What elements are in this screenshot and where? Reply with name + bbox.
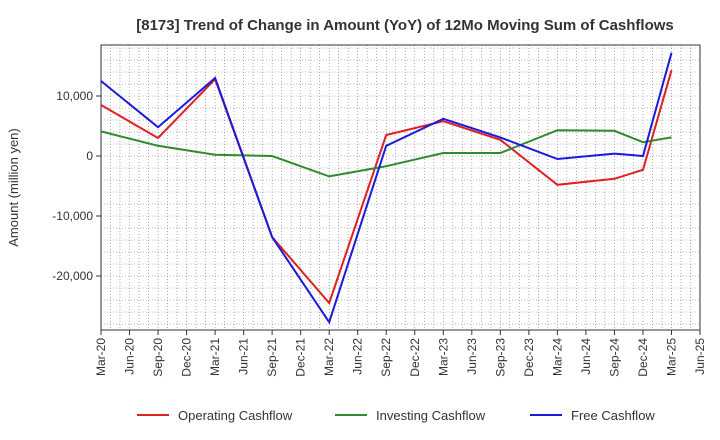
legend-label-operating-cashflow: Operating Cashflow <box>178 408 293 423</box>
x-tick-label: Mar-20 <box>94 338 108 376</box>
x-tick-label: Jun-21 <box>237 338 251 375</box>
x-tick-label: Sep-20 <box>151 338 165 377</box>
x-tick-label: Jun-24 <box>579 338 593 375</box>
series-line-operating-cashflow <box>100 69 673 305</box>
series-line-free-cashflow <box>100 52 673 325</box>
legend-label-free-cashflow: Free Cashflow <box>571 408 655 423</box>
legend: Operating Cashflow Investing Cashflow Free… <box>137 408 655 423</box>
x-tick-label: Sep-24 <box>607 338 621 377</box>
chart-title: [8173] Trend of Change in Amount (YoY) o… <box>136 17 674 34</box>
plot-frame <box>100 44 701 331</box>
plot-area: 10,000 0 -10,000 -20,000 Mar-20 Jun-20 Sep-20 D… <box>52 44 707 377</box>
x-tick-label: Jun-25 <box>693 338 707 375</box>
x-tick-label: Mar-23 <box>436 338 450 376</box>
x-tick-label: Dec-22 <box>408 338 422 377</box>
y-tick-label: -20,000 <box>52 269 93 283</box>
x-tick-label: Sep-21 <box>265 338 279 377</box>
x-tick-label: Jun-20 <box>123 338 137 375</box>
x-tick-label: Jun-22 <box>351 338 365 375</box>
x-tick-label: Mar-22 <box>322 338 336 376</box>
x-tick-label: Dec-21 <box>294 338 308 377</box>
series-line-investing-cashflow <box>100 129 672 178</box>
x-tick-label: Dec-20 <box>180 338 194 377</box>
x-tick-label: Dec-23 <box>522 338 536 377</box>
x-tick-label: Mar-25 <box>664 338 678 376</box>
x-tick-label: Sep-22 <box>379 338 393 377</box>
y-tick-label: 10,000 <box>56 89 93 103</box>
x-tick-label: Mar-21 <box>208 338 222 376</box>
x-tick-label: Jun-23 <box>465 338 479 375</box>
x-tick-label: Sep-23 <box>493 338 507 377</box>
y-axis-label: Amount (million yen) <box>6 128 21 247</box>
legend-label-investing-cashflow: Investing Cashflow <box>376 408 486 423</box>
x-tick-label: Dec-24 <box>636 338 650 377</box>
x-tick-label: Mar-24 <box>550 338 564 376</box>
y-tick-label: -10,000 <box>52 209 93 223</box>
y-tick-label: 0 <box>86 149 93 163</box>
